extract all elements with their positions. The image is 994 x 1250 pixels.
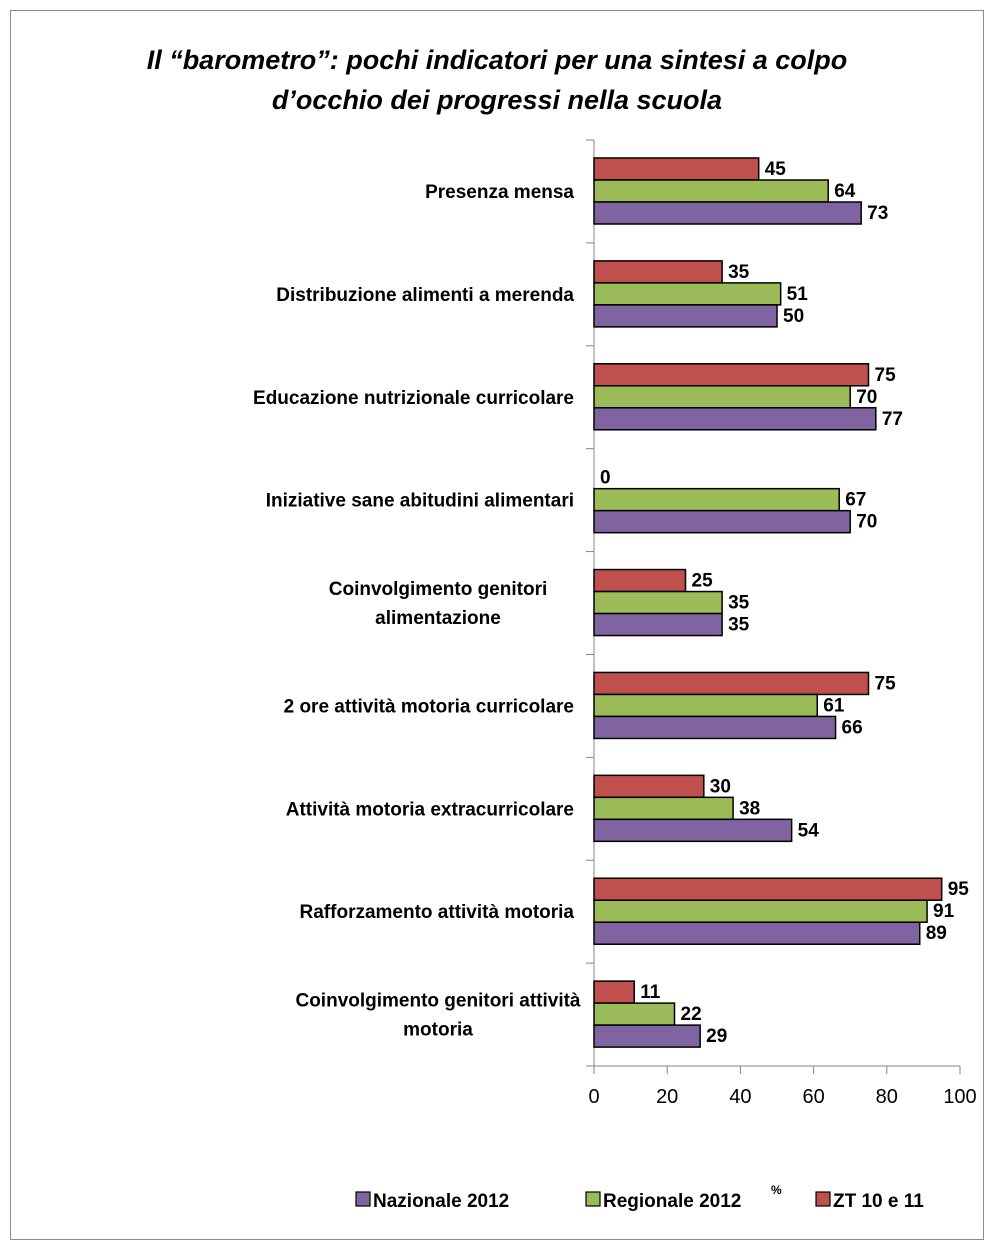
value-label-zt-10-e-11-attivita-motoria-extracurricolare: 30 (710, 776, 731, 797)
category-label-iniziative-sane-abitudini-alimentari: Iniziative sane abitudini alimentari (266, 491, 574, 512)
legend-label-regionale-2012: Regionale 2012 (603, 1191, 741, 1212)
value-label-zt-10-e-11-iniziative-sane-abitudini-alimentari: 0 (600, 468, 611, 489)
bar-regionale-2012-distribuzione-alimenti-a-merenda (593, 282, 782, 306)
category-label-coinvolgimento-genitori-alimentazione: Coinvolgimento genitori alimentazione (329, 579, 548, 629)
value-label-nazionale-2012-2-ore-attivita-motoria-curricolare: 66 (842, 717, 863, 738)
bar-zt-10-e-11-coinvolgimento-genitori-alimentazione (593, 568, 687, 593)
legend-label-zt-10-e-11: ZT 10 e 11 (833, 1191, 924, 1212)
chart-title: Il “barometro”: pochi indicatori per una… (147, 45, 848, 115)
bar-zt-10-e-11-educazione-nutrizionale-curricolare (593, 363, 870, 387)
legend-swatch-nazionale-2012 (355, 1191, 371, 1207)
chart-title-line: Il “barometro”: pochi indicatori per una… (147, 45, 848, 75)
bar-nazionale-2012-presenza-mensa (593, 201, 862, 225)
bar-regionale-2012-presenza-mensa (593, 179, 829, 203)
bar-regionale-2012-coinvolgimento-genitori-attivita-motoria (593, 1002, 676, 1026)
value-label-nazionale-2012-rafforzamento-attivita-motoria: 89 (926, 923, 947, 944)
category-label-2-ore-attivita-motoria-curricolare: 2 ore attività motoria curricolare (284, 696, 574, 717)
x-tick-label-80: 80 (876, 1086, 898, 1108)
value-label-zt-10-e-11-distribuzione-alimenti-a-merenda: 35 (728, 262, 750, 283)
bar-regionale-2012-2-ore-attivita-motoria-curricolare (593, 693, 819, 718)
bar-regionale-2012-educazione-nutrizionale-curricolare (593, 385, 851, 409)
value-label-regionale-2012-attivita-motoria-extracurricolare: 38 (739, 798, 760, 819)
legend: Nazionale 2012 Regionale 2012% ZT 10 e 11 (355, 1183, 924, 1212)
bar-nazionale-2012-coinvolgimento-genitori-alimentazione (593, 612, 723, 637)
bar-nazionale-2012-educazione-nutrizionale-curricolare (593, 407, 877, 431)
category-label-educazione-nutrizionale-curricolare: Educazione nutrizionale curricolare (253, 388, 574, 409)
value-label-regionale-2012-coinvolgimento-genitori-attivita-motoria: 22 (681, 1004, 702, 1025)
bar-regionale-2012-iniziative-sane-abitudini-alimentari (593, 487, 840, 512)
category-label-distribuzione-alimenti-a-merenda: Distribuzione alimenti a merenda (276, 285, 574, 306)
bar-nazionale-2012-iniziative-sane-abitudini-alimentari (593, 509, 851, 534)
bar-regionale-2012-attivita-motoria-extracurricolare (593, 796, 734, 821)
category-labels: Presenza mensa Distribuzione alimenti a m… (253, 182, 581, 1041)
value-labels: 4535750257530951164517067356138912273507… (600, 159, 969, 1047)
bar-zt-10-e-11-coinvolgimento-genitori-attivita-motoria (593, 980, 636, 1004)
legend-label-nazionale-2012: Nazionale 2012 (373, 1191, 509, 1212)
value-label-regionale-2012-rafforzamento-attivita-motoria: 91 (933, 901, 955, 922)
bar-nazionale-2012-coinvolgimento-genitori-attivita-motoria (593, 1024, 701, 1048)
category-label-presenza-mensa: Presenza mensa (425, 182, 574, 203)
bar-zt-10-e-11-attivita-motoria-extracurricolare (593, 774, 705, 799)
category-label-attivita-motoria-extracurricolare: Attività motoria extracurricolare (286, 799, 574, 820)
bar-zt-10-e-11-distribuzione-alimenti-a-merenda (593, 260, 723, 284)
bar-regionale-2012-rafforzamento-attivita-motoria (593, 899, 928, 923)
bars (593, 157, 943, 1048)
x-tick-label-40: 40 (729, 1086, 751, 1108)
bar-zt-10-e-11-rafforzamento-attivita-motoria (593, 877, 943, 901)
value-label-nazionale-2012-presenza-mensa: 73 (867, 203, 888, 224)
value-label-regionale-2012-iniziative-sane-abitudini-alimentari: 67 (845, 490, 866, 511)
bar-nazionale-2012-attivita-motoria-extracurricolare (593, 818, 793, 843)
legend-superscript: % (771, 1183, 782, 1197)
value-label-regionale-2012-2-ore-attivita-motoria-curricolare: 61 (823, 695, 845, 716)
value-label-regionale-2012-educazione-nutrizionale-curricolare: 70 (856, 387, 877, 408)
value-label-nazionale-2012-coinvolgimento-genitori-attivita-motoria: 29 (706, 1026, 727, 1047)
value-label-zt-10-e-11-coinvolgimento-genitori-attivita-motoria: 11 (640, 982, 661, 1003)
value-label-nazionale-2012-distribuzione-alimenti-a-merenda: 50 (783, 306, 804, 327)
category-label-coinvolgimento-genitori-attivita-motoria: Coinvolgimento genitori attività motoria (295, 991, 580, 1041)
value-label-nazionale-2012-educazione-nutrizionale-curricolare: 77 (882, 409, 903, 430)
value-label-zt-10-e-11-2-ore-attivita-motoria-curricolare: 75 (875, 673, 897, 694)
legend-swatch-regionale-2012 (585, 1191, 601, 1207)
value-label-zt-10-e-11-rafforzamento-attivita-motoria: 95 (948, 879, 970, 900)
legend-swatch-zt-10-e-11 (815, 1191, 831, 1207)
x-tick-labels: 0 20 40 60 80 100 (588, 1086, 976, 1108)
x-tick-label-20: 20 (656, 1086, 678, 1108)
bar-nazionale-2012-distribuzione-alimenti-a-merenda (593, 304, 778, 328)
bar-nazionale-2012-rafforzamento-attivita-motoria (593, 921, 921, 945)
chart-title-line: d’occhio dei progressi nella scuola (272, 85, 722, 115)
bar-zt-10-e-11-presenza-mensa (593, 157, 760, 181)
x-tick-label-0: 0 (588, 1086, 599, 1108)
value-label-nazionale-2012-coinvolgimento-genitori-alimentazione: 35 (728, 615, 750, 636)
x-tick-label-60: 60 (802, 1086, 824, 1108)
value-label-regionale-2012-distribuzione-alimenti-a-merenda: 51 (787, 284, 809, 305)
bar-zt-10-e-11-2-ore-attivita-motoria-curricolare (593, 671, 870, 696)
value-label-zt-10-e-11-educazione-nutrizionale-curricolare: 75 (875, 365, 897, 386)
value-label-regionale-2012-presenza-mensa: 64 (834, 181, 856, 202)
bar-regionale-2012-coinvolgimento-genitori-alimentazione (593, 590, 723, 615)
value-label-nazionale-2012-iniziative-sane-abitudini-alimentari: 70 (856, 512, 877, 533)
category-label-rafforzamento-attivita-motoria: Rafforzamento attività motoria (300, 902, 575, 923)
x-tick-label-100: 100 (943, 1086, 976, 1108)
value-label-zt-10-e-11-presenza-mensa: 45 (765, 159, 787, 180)
value-label-regionale-2012-coinvolgimento-genitori-alimentazione: 35 (728, 593, 750, 614)
value-label-nazionale-2012-attivita-motoria-extracurricolare: 54 (798, 820, 820, 841)
bar-nazionale-2012-2-ore-attivita-motoria-curricolare (593, 715, 837, 740)
value-label-zt-10-e-11-coinvolgimento-genitori-alimentazione: 25 (692, 571, 714, 592)
